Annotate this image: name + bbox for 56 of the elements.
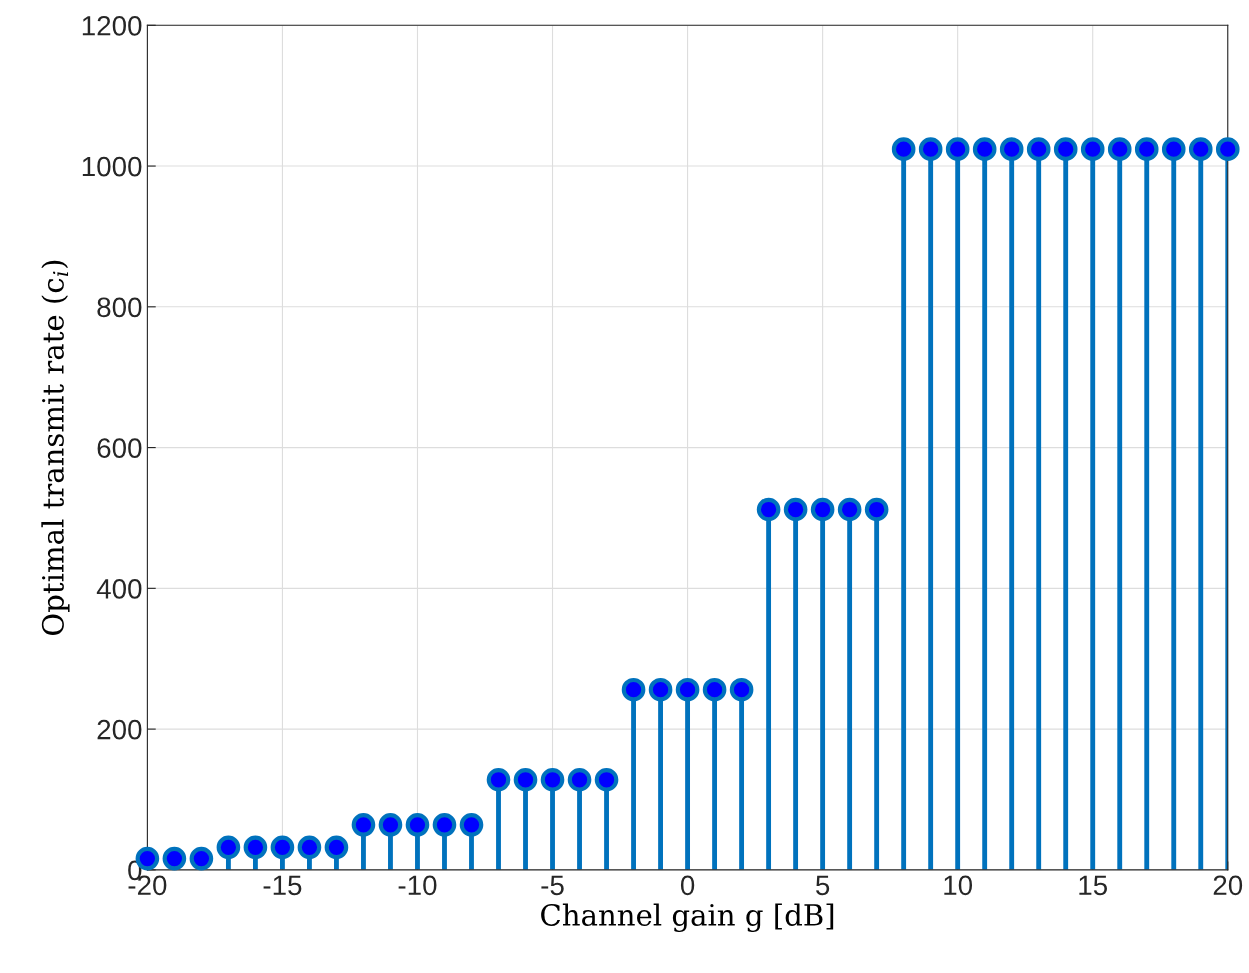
x-tick-label: -5	[541, 875, 564, 896]
point	[1188, 137, 1213, 161]
point	[1107, 137, 1132, 161]
point	[621, 677, 646, 702]
point	[999, 137, 1024, 161]
point	[810, 497, 835, 522]
x-tick-label: -15	[263, 875, 302, 896]
point	[756, 497, 781, 522]
y-tick-label: 800	[97, 297, 142, 318]
point	[1080, 137, 1105, 161]
y-tick-label: 200	[97, 719, 142, 740]
point	[1215, 137, 1240, 161]
point	[729, 677, 754, 702]
point	[432, 813, 457, 837]
x-tick-label: 15	[1079, 875, 1107, 896]
point	[675, 677, 700, 702]
point	[216, 835, 241, 860]
y-axis-title: Optimal transmit rate (c$_{i}$)	[41, 260, 70, 636]
y-tick-label: 1200	[82, 15, 142, 36]
point	[918, 137, 943, 161]
y-tick-label: 1000	[82, 156, 142, 177]
point	[972, 137, 997, 161]
x-tick-label: 10	[944, 875, 973, 896]
point	[783, 497, 808, 522]
point	[594, 767, 619, 792]
point	[243, 835, 268, 860]
point	[324, 835, 349, 860]
point	[1053, 137, 1078, 161]
point	[513, 767, 538, 792]
point	[162, 846, 187, 871]
point	[837, 497, 862, 522]
point	[270, 835, 295, 860]
point	[702, 677, 727, 702]
x-tick-label: 5	[816, 875, 830, 896]
x-tick-label: 20	[1213, 875, 1243, 896]
y-tick-label: 400	[96, 579, 142, 599]
point	[378, 813, 403, 837]
point	[189, 846, 214, 871]
y-tick-label: 600	[97, 438, 142, 458]
point	[891, 137, 916, 161]
point	[540, 767, 565, 792]
point	[297, 835, 322, 860]
point	[1026, 137, 1051, 161]
point	[648, 677, 673, 702]
point	[459, 813, 484, 837]
point	[1161, 137, 1186, 161]
x-tick-label: -10	[398, 875, 437, 896]
point	[864, 497, 889, 522]
point	[405, 813, 430, 837]
point	[351, 813, 376, 837]
point	[1134, 137, 1159, 161]
x-axis-title: Channel gain g [dB]	[541, 903, 834, 933]
point	[945, 137, 970, 161]
point	[486, 767, 511, 792]
point	[567, 767, 592, 792]
x-tick-label: 0	[680, 875, 695, 896]
